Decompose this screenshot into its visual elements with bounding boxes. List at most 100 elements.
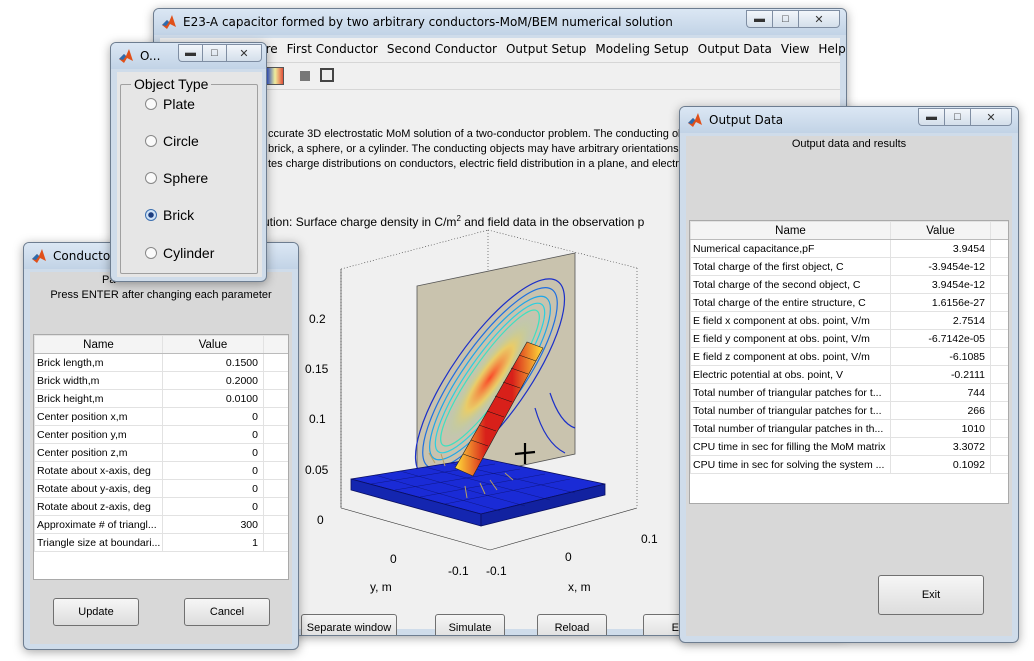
cancel-button[interactable]: Cancel <box>184 598 270 626</box>
y-tick-minus-0.1: -0.1 <box>448 564 469 578</box>
output-table[interactable]: Name Value Numerical capacitance,pF 3.945… <box>689 220 1009 504</box>
table-row[interactable]: Rotate about y-axis, deg 0 <box>34 479 288 498</box>
table-row[interactable]: E field y component at obs. point, V/m -6… <box>690 329 1008 348</box>
table-row[interactable]: CPU time in sec for solving the system .… <box>690 455 1008 474</box>
maximize-icon: □ <box>211 47 218 59</box>
plot-title-superscript: 2 <box>456 214 461 223</box>
radio-icon <box>145 98 157 110</box>
object-client: Object Type Plate Circle Sphere Brick Cy… <box>117 72 262 277</box>
table-row[interactable]: Approximate # of triangl... 300 <box>34 515 288 534</box>
parameter-table[interactable]: Name Value Brick length,m 0.1500 Brick wi… <box>33 334 289 580</box>
exit-button[interactable]: Exit <box>878 575 984 615</box>
table-row[interactable]: E field z component at obs. point, V/m -6… <box>690 347 1008 366</box>
table-row[interactable]: Brick length,m 0.1500 <box>34 353 288 372</box>
minimize-button[interactable]: ▬ <box>178 44 202 62</box>
table-row[interactable]: Total number of triangular patches in th… <box>690 419 1008 438</box>
radio-selected-icon <box>145 209 157 221</box>
minimize-button[interactable]: ▬ <box>918 108 944 126</box>
column-value[interactable]: Value <box>890 221 991 240</box>
parameter-header-row: Name Value <box>34 335 288 354</box>
minimize-icon: ▬ <box>185 47 196 59</box>
table-row[interactable]: CPU time in sec for filling the MoM matr… <box>690 437 1008 456</box>
table-row[interactable]: Center position x,m 0 <box>34 407 288 426</box>
menu-second-conductor[interactable]: Second Conductor <box>386 42 497 56</box>
column-name[interactable]: Name <box>34 335 163 354</box>
reload-button[interactable]: Reload <box>537 614 607 635</box>
table-row[interactable]: Triangle size at boundari... 1 <box>34 533 288 552</box>
output-titlebar[interactable]: Output Data ▬ □ ✕ <box>680 107 1018 133</box>
toolbar <box>160 62 840 90</box>
radio-circle[interactable]: Circle <box>145 133 199 149</box>
maximize-button[interactable]: □ <box>944 108 970 126</box>
x-tick-0.1: 0.1 <box>641 532 658 546</box>
toolbar-stop-icon[interactable] <box>300 71 310 81</box>
output-client: Output data and results Name Value Numer… <box>686 136 1012 636</box>
table-row[interactable]: Brick width,m 0.2000 <box>34 371 288 390</box>
table-row[interactable]: Brick height,m 0.0100 <box>34 389 288 408</box>
separate-window-button[interactable]: Separate window <box>301 614 397 635</box>
table-row[interactable]: Total number of triangular patches for t… <box>690 401 1008 420</box>
menu-modeling-setup[interactable]: Modeling Setup <box>595 42 689 56</box>
main-title: E23-A capacitor formed by two arbitrary … <box>183 15 673 29</box>
menu-view[interactable]: View <box>780 42 810 56</box>
radio-plate[interactable]: Plate <box>145 96 195 112</box>
toolbar-window-icon[interactable] <box>320 68 334 82</box>
table-row[interactable]: Numerical capacitance,pF 3.9454 <box>690 239 1008 258</box>
x-tick-minus-0.1: -0.1 <box>486 564 507 578</box>
object-type-group: Object Type <box>120 76 258 274</box>
close-button[interactable]: ✕ <box>798 10 840 28</box>
table-row[interactable]: E field x component at obs. point, V/m 2.… <box>690 311 1008 330</box>
output-header-row: Name Value <box>690 221 1008 240</box>
column-spacer <box>990 221 1008 240</box>
conductor-title: Conductor <box>53 249 116 263</box>
close-icon: ✕ <box>239 47 249 60</box>
x-tick-0: 0 <box>565 550 572 564</box>
output-title: Output Data <box>709 113 784 127</box>
matlab-icon <box>31 248 47 264</box>
plot-title: ution: Surface charge density in C/m2 an… <box>263 214 645 229</box>
plot-title-tail: and field data in the observation p <box>460 215 645 229</box>
menu-output-setup[interactable]: Output Setup <box>505 42 587 56</box>
main-titlebar[interactable]: E23-A capacitor formed by two arbitrary … <box>154 9 846 35</box>
column-value[interactable]: Value <box>162 335 264 354</box>
simulate-button[interactable]: Simulate <box>435 614 505 635</box>
maximize-button[interactable]: □ <box>202 44 226 62</box>
column-name[interactable]: Name <box>690 221 891 240</box>
table-row[interactable]: Rotate about x-axis, deg 0 <box>34 461 288 480</box>
base-plate <box>350 457 606 527</box>
object-titlebar[interactable]: O... ▬ □ ✕ <box>111 43 266 69</box>
table-row[interactable]: Center position z,m 0 <box>34 443 288 462</box>
close-button[interactable]: ✕ <box>226 44 262 62</box>
radio-icon <box>145 135 157 147</box>
conductor-window: Conductor Pa Press ENTER after changing … <box>23 242 299 650</box>
output-grid: Name Value Numerical capacitance,pF 3.945… <box>690 221 1008 474</box>
radio-cylinder[interactable]: Cylinder <box>145 245 214 261</box>
matlab-icon <box>687 112 703 128</box>
update-button[interactable]: Update <box>53 598 139 626</box>
table-row[interactable]: Total number of triangular patches for t… <box>690 383 1008 402</box>
toolbar-colormap-button[interactable] <box>266 67 284 85</box>
output-heading: Output data and results <box>791 138 907 150</box>
radio-sphere[interactable]: Sphere <box>145 170 208 186</box>
menu-output-data[interactable]: Output Data <box>697 42 772 56</box>
minimize-icon: ▬ <box>926 111 937 123</box>
z-tick-0.15: 0.15 <box>305 362 329 376</box>
surface-charge-plot[interactable]: 0.2 0.15 0.1 0.05 0 0 0.1 0 <box>295 228 675 568</box>
column-spacer <box>263 335 288 354</box>
table-row[interactable]: Center position y,m 0 <box>34 425 288 444</box>
table-row[interactable]: Electric potential at obs. point, V -0.21… <box>690 365 1008 384</box>
conductor-instruction: Press ENTER after changing each paramete… <box>50 289 272 301</box>
menu-first-conductor[interactable]: First Conductor <box>286 42 378 56</box>
table-row[interactable]: Total charge of the second object, C 3.94… <box>690 275 1008 294</box>
maximize-button[interactable]: □ <box>772 10 798 28</box>
minimize-button[interactable]: ▬ <box>746 10 772 28</box>
minimize-icon: ▬ <box>754 13 765 25</box>
table-row[interactable]: Total charge of the first object, C -3.94… <box>690 257 1008 276</box>
object-type-legend: Object Type <box>134 76 209 92</box>
field-arrows <box>428 452 514 499</box>
close-button[interactable]: ✕ <box>970 108 1012 126</box>
table-row[interactable]: Rotate about z-axis, deg 0 <box>34 497 288 516</box>
menu-help[interactable]: Help <box>818 42 846 56</box>
radio-brick[interactable]: Brick <box>145 207 194 223</box>
